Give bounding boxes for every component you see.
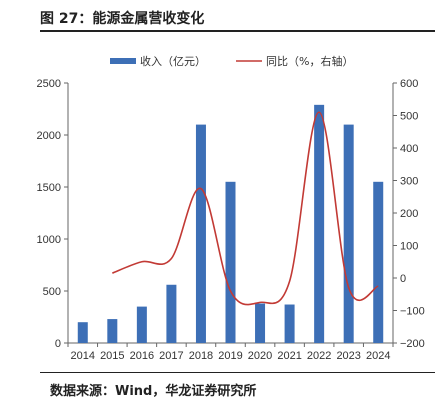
- revenue-bar: [136, 306, 147, 343]
- source-rule: [40, 372, 435, 373]
- right-tick-label: 0: [400, 273, 406, 285]
- right-tick-label: −100: [400, 306, 425, 318]
- revenue-bar: [373, 181, 384, 343]
- chart-title: 图 27：能源金属营收变化: [40, 11, 205, 27]
- x-tick-label: 2015: [100, 350, 124, 362]
- legend-revenue-swatch: [110, 58, 136, 64]
- right-tick-label: −200: [400, 338, 425, 350]
- left-tick-label: 0: [55, 338, 61, 350]
- left-tick-label: 500: [43, 286, 61, 298]
- title-rule: [40, 30, 435, 32]
- x-tick-label: 2024: [366, 350, 390, 362]
- x-tick-label: 2021: [277, 350, 301, 362]
- x-tick-label: 2016: [130, 350, 154, 362]
- x-tick-label: 2022: [307, 350, 331, 362]
- revenue-bar: [343, 124, 354, 343]
- revenue-bar: [77, 322, 88, 343]
- x-tick-label: 2017: [159, 350, 183, 362]
- left-tick-label: 1500: [37, 182, 61, 194]
- legend-yoy-label: 同比（%，右轴）: [266, 54, 353, 68]
- revenue-bar: [107, 319, 118, 343]
- right-tick-label: 100: [400, 241, 418, 253]
- x-tick-label: 2018: [189, 350, 213, 362]
- right-tick-label: 300: [400, 176, 418, 188]
- left-tick-label: 1000: [37, 234, 61, 246]
- x-tick-label: 2023: [336, 350, 360, 362]
- right-tick-label: 600: [400, 78, 418, 90]
- revenue-bar: [225, 181, 236, 343]
- left-tick-label: 2500: [37, 78, 61, 90]
- revenue-bar: [314, 104, 325, 343]
- x-tick-label: 2014: [71, 350, 95, 362]
- left-tick-label: 2000: [37, 130, 61, 142]
- revenue-bar: [284, 304, 295, 343]
- revenue-bar: [166, 284, 177, 343]
- x-tick-label: 2020: [248, 350, 272, 362]
- yoy-growth-line: [112, 111, 379, 306]
- x-tick-label: 2019: [218, 350, 242, 362]
- right-tick-label: 200: [400, 208, 418, 220]
- legend-revenue-label: 收入（亿元）: [140, 54, 206, 68]
- revenue-bar: [195, 124, 206, 343]
- right-tick-label: 500: [400, 111, 418, 123]
- right-tick-label: 400: [400, 143, 418, 155]
- revenue-bar: [255, 303, 266, 343]
- source-note: 数据来源：Wind，华龙证券研究所: [50, 384, 257, 399]
